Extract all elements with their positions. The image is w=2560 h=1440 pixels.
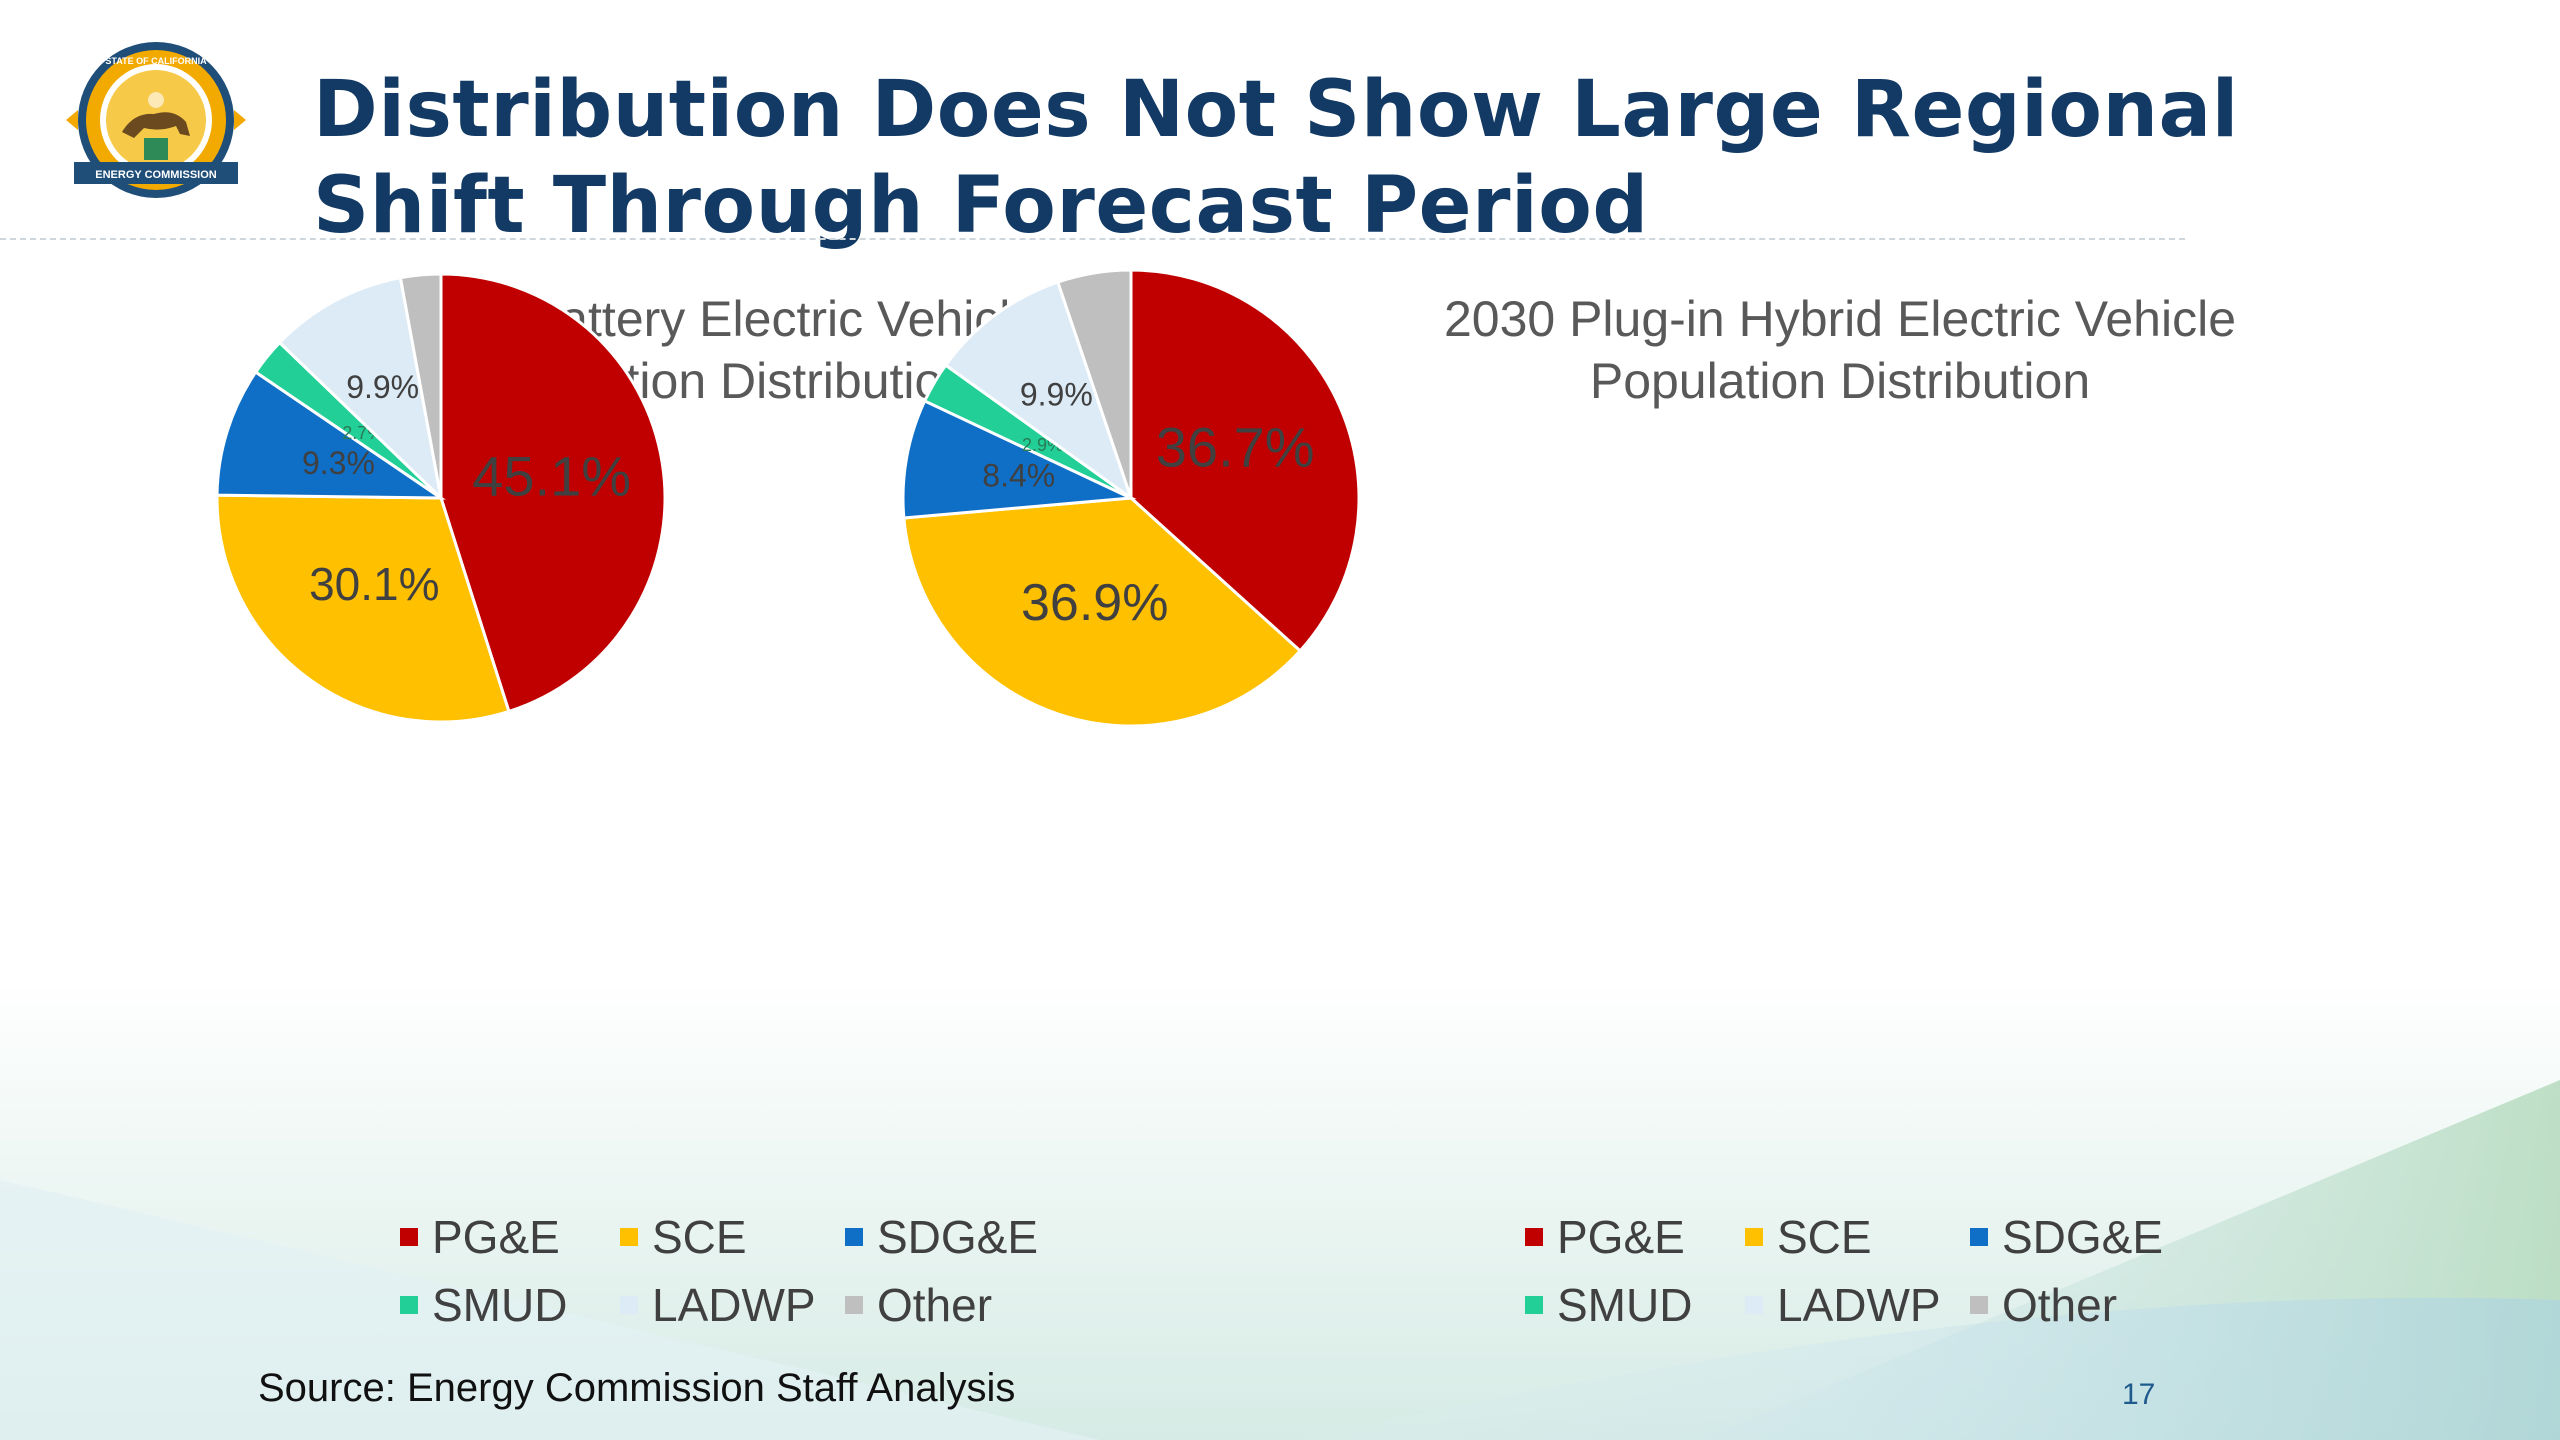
legend-swatch [400, 1228, 418, 1246]
data-label-bev-pge: 45.1% [472, 445, 631, 508]
data-label-phev-pge: 36.7% [1156, 416, 1315, 479]
chart-title-phev-line1: 2030 Plug-in Hybrid Electric Vehicle [1443, 291, 2237, 347]
legend-label: SDG&E [2002, 1211, 2164, 1263]
legend-item-phev-sce: SCE [1745, 1210, 1872, 1264]
pie-slice-bev-sdge [215, 370, 446, 500]
legend-item-bev-sdge: SDG&E [845, 1210, 1038, 1264]
pie-slice-phev-other [1055, 268, 1133, 499]
legend-label: SMUD [1557, 1279, 1693, 1331]
legend-item-bev-other: Other [845, 1278, 992, 1332]
background-wave [1300, 1297, 2560, 1440]
legend-swatch [620, 1296, 638, 1314]
legend-item-phev-sdge: SDG&E [1970, 1210, 2163, 1264]
legend-item-phev-smud: SMUD [1525, 1278, 1692, 1332]
pie-slice-bev-pge [439, 272, 667, 714]
data-label-phev-sce: 36.9% [1021, 574, 1168, 632]
legend-swatch [845, 1228, 863, 1246]
legend-item-bev-smud: SMUD [400, 1278, 567, 1332]
legend-swatch [1525, 1228, 1543, 1246]
legend-item-phev-other: Other [1970, 1278, 2117, 1332]
page-number: 17 [2122, 1378, 2156, 1411]
pie-bev: 45.1%30.1%9.3%2.7%9.9% [215, 272, 667, 724]
logo-top-text: STATE OF CALIFORNIA [105, 56, 207, 66]
data-label-bev-ladwp: 9.9% [346, 369, 419, 405]
legend-item-phev-pge: PG&E [1525, 1210, 1685, 1264]
legend-item-bev-ladwp: LADWP [620, 1278, 816, 1332]
pie-slice-bev-other [398, 272, 443, 499]
legend-label: PG&E [432, 1211, 560, 1263]
legend-swatch [1970, 1228, 1988, 1246]
legend-item-bev-sce: SCE [620, 1210, 747, 1264]
legend-label: PG&E [1557, 1211, 1685, 1263]
data-label-bev-sdge: 9.3% [302, 445, 375, 481]
legend-bev: PG&E SCE SDG&E SMUD LADWP Other [400, 1210, 1100, 1340]
slide-title-line2: Shift Through Forecast Period [313, 161, 1649, 251]
legend-swatch [1745, 1296, 1763, 1314]
pie-slice-phev-sce [902, 496, 1303, 728]
legend-item-bev-pge: PG&E [400, 1210, 560, 1264]
legend-swatch [845, 1296, 863, 1314]
legend-label: LADWP [652, 1279, 816, 1331]
logo-banner-text: ENERGY COMMISSION [95, 169, 216, 181]
source-note: Source: Energy Commission Staff Analysis [258, 1366, 1016, 1410]
pie-slice-bev-sce [215, 493, 511, 724]
chart-title-phev-line2: Population Distribution [1589, 353, 2091, 409]
legend-swatch [1745, 1228, 1763, 1246]
data-label-phev-ladwp: 9.9% [1020, 377, 1093, 413]
energy-commission-seal-icon: ENERGY COMMISSION STATE OF CALIFORNIA [66, 42, 246, 198]
data-label-bev-sce: 30.1% [309, 558, 439, 610]
legend-swatch [400, 1296, 418, 1314]
pie-slice-phev-ladwp [943, 280, 1134, 502]
slide-title-line1: Distribution Does Not Show Large Regiona… [313, 65, 2239, 155]
legend-label: LADWP [1777, 1279, 1941, 1331]
title-divider [0, 238, 2185, 240]
pie-slice-phev-pge [1129, 268, 1361, 654]
pie-slice-phev-sdge [901, 398, 1137, 520]
legend-phev: PG&E SCE SDG&E SMUD LADWP Other [1525, 1210, 2225, 1340]
legend-swatch [1970, 1296, 1988, 1314]
legend-label: SCE [1777, 1211, 1872, 1263]
pie-phev: 36.7%36.9%8.4%2.9%9.9% [901, 268, 1361, 728]
legend-label: SDG&E [877, 1211, 1039, 1263]
data-label-phev-sdge: 8.4% [982, 458, 1055, 494]
legend-label: Other [2002, 1279, 2118, 1331]
legend-label: SCE [652, 1211, 747, 1263]
pie-slice-bev-ladwp [277, 275, 444, 503]
slide-title: Distribution Does Not Show Large Regiona… [313, 62, 2413, 254]
legend-swatch [1525, 1296, 1543, 1314]
legend-label: SMUD [432, 1279, 568, 1331]
legend-item-phev-ladwp: LADWP [1745, 1278, 1941, 1332]
legend-swatch [620, 1228, 638, 1246]
legend-label: Other [877, 1279, 993, 1331]
chart-title-phev: 2030 Plug-in Hybrid Electric Vehicle Pop… [1340, 288, 2340, 412]
background-wave [0, 1180, 1100, 1440]
